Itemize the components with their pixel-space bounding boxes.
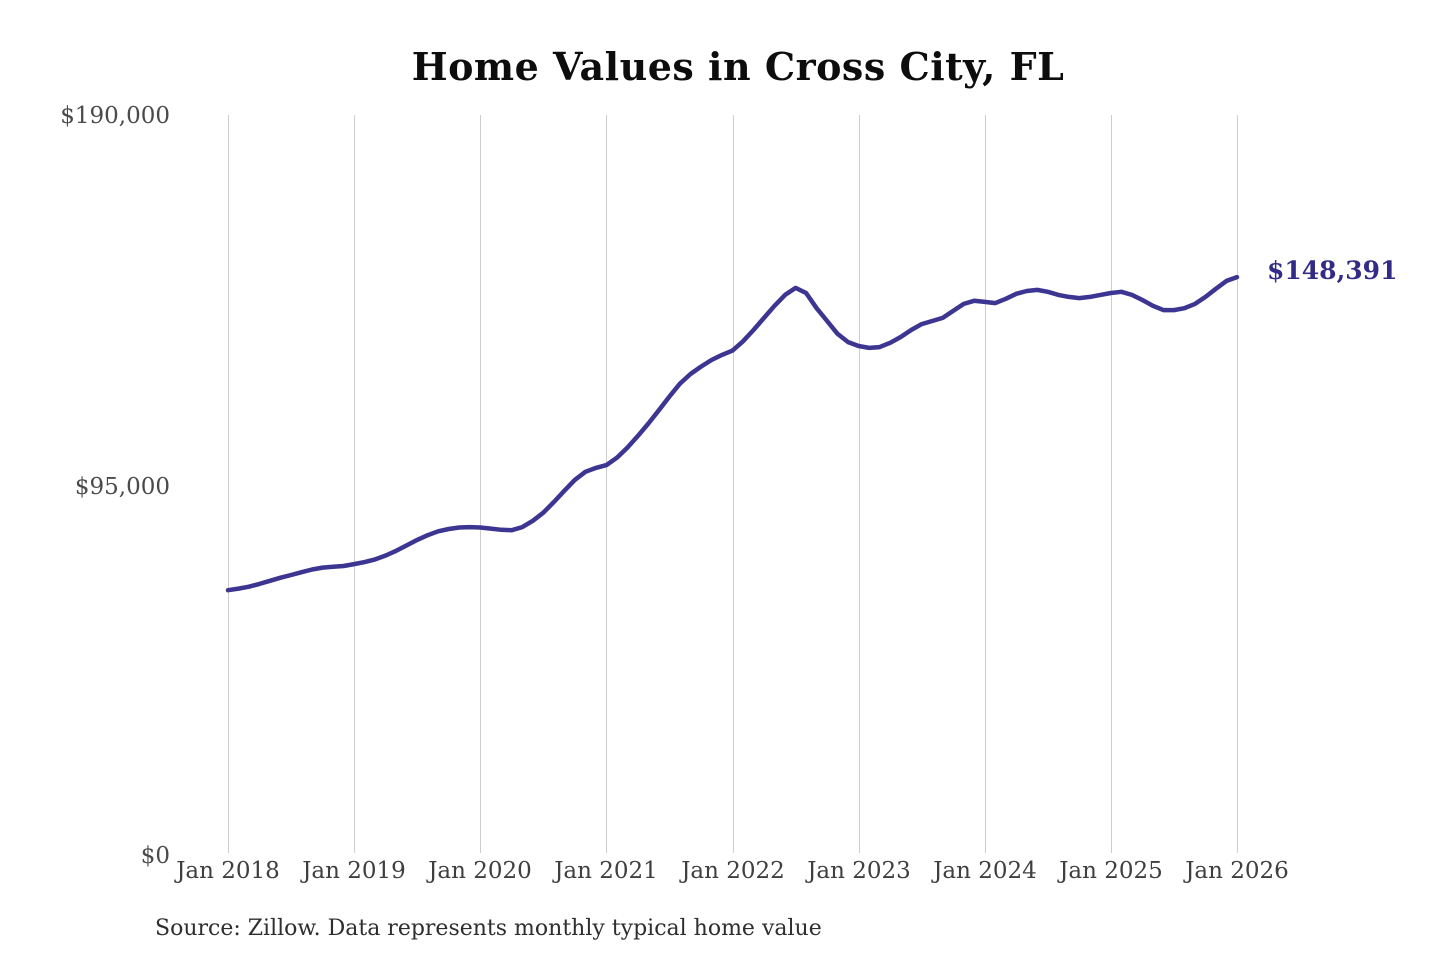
gridline-jan-2024 [985, 115, 986, 853]
gridline-jan-2021 [606, 115, 607, 853]
y-tick-0: $0 [140, 843, 170, 869]
source-note: Source: Zillow. Data represents monthly … [155, 916, 822, 941]
x-tick-jan-2021: Jan 2021 [554, 858, 658, 884]
gridline-jan-2023 [859, 115, 860, 853]
x-tick-jan-2019: Jan 2019 [302, 858, 406, 884]
gridline-jan-2022 [733, 115, 734, 853]
x-tick-jan-2024: Jan 2024 [933, 858, 1037, 884]
home-value-line [225, 274, 1240, 593]
x-tick-jan-2022: Jan 2022 [681, 858, 785, 884]
x-tick-jan-2025: Jan 2025 [1059, 858, 1163, 884]
gridline-jan-2025 [1111, 115, 1112, 853]
y-tick-190000: $190,000 [60, 103, 170, 129]
gridline-jan-2020 [480, 115, 481, 853]
gridline-jan-2018 [228, 115, 229, 853]
x-tick-jan-2026: Jan 2026 [1185, 858, 1289, 884]
x-tick-jan-2018: Jan 2018 [176, 858, 280, 884]
x-tick-jan-2020: Jan 2020 [428, 858, 532, 884]
y-tick-95000: $95,000 [74, 474, 170, 500]
gridline-jan-2026 [1237, 115, 1238, 853]
gridline-jan-2019 [354, 115, 355, 853]
latest-value-label: $148,391 [1267, 256, 1398, 285]
x-tick-jan-2023: Jan 2023 [807, 858, 911, 884]
chart-title: Home Values in Cross City, FL [411, 44, 1065, 89]
